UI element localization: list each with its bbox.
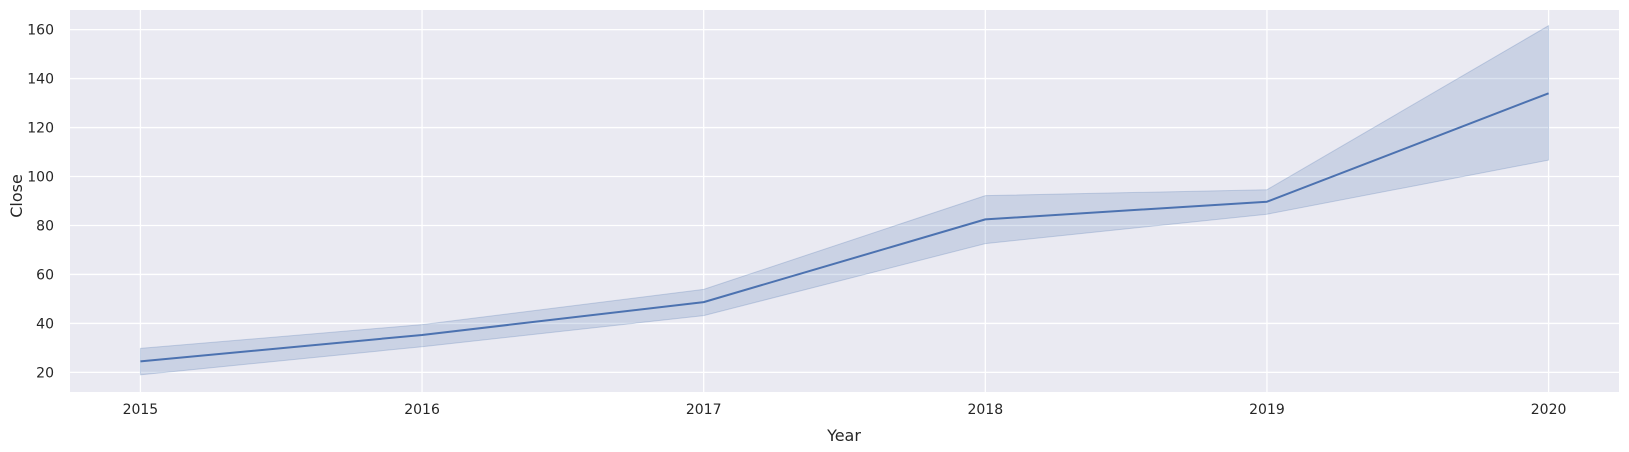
confidence-band-group (139, 24, 1550, 376)
series-lines-group (140, 92, 1549, 363)
plot-background (70, 10, 1619, 392)
y-tick-label: 80 (36, 218, 54, 234)
x-tick-label: 2019 (1249, 402, 1285, 418)
y-tick-labels: 20 40 60 80 100 120 140 160 (27, 23, 54, 382)
x-tick-label: 2015 (123, 402, 159, 418)
y-tick-label: 20 (36, 365, 54, 381)
confidence-band (139, 24, 1550, 376)
x-tick-label: 2016 (404, 402, 440, 418)
x-tick-label: 2018 (967, 402, 1003, 418)
y-axis-label: Close (7, 174, 26, 218)
x-tick-label: 2020 (1531, 402, 1567, 418)
grid-lines (70, 10, 1619, 392)
x-tick-labels: 2015 2016 2017 2018 2019 2020 (123, 402, 1567, 418)
y-tick-label: 140 (27, 72, 54, 88)
y-tick-label: 100 (27, 170, 54, 186)
x-tick-label: 2017 (686, 402, 722, 418)
x-axis-label: Year (826, 426, 861, 445)
y-tick-label: 60 (36, 267, 54, 283)
series-line (140, 92, 1549, 363)
y-tick-label: 160 (27, 23, 54, 39)
y-tick-label: 120 (27, 121, 54, 137)
y-tick-label: 40 (36, 316, 54, 332)
